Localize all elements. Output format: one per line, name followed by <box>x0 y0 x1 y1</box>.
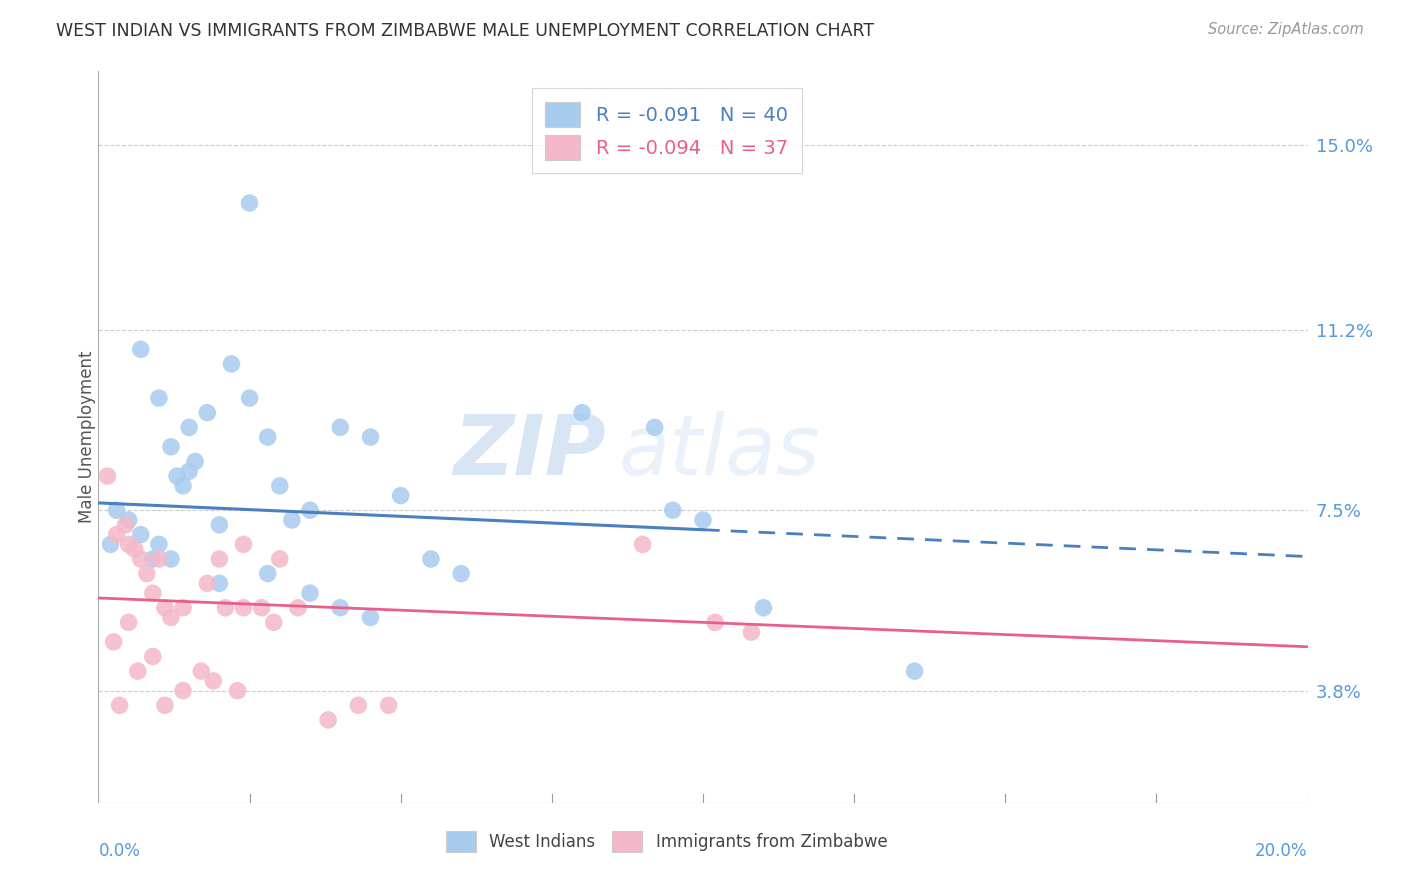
Point <box>329 420 352 434</box>
Point <box>172 479 194 493</box>
Text: ZIP: ZIP <box>454 411 606 492</box>
Point <box>166 469 188 483</box>
Text: atlas: atlas <box>619 411 820 492</box>
Point <box>114 517 136 532</box>
Point <box>153 600 176 615</box>
Point <box>118 615 141 630</box>
Point <box>214 600 236 615</box>
Point <box>239 391 262 405</box>
Point <box>256 566 278 581</box>
Text: 20.0%: 20.0% <box>1256 842 1308 860</box>
Point <box>129 552 152 566</box>
Point <box>208 552 231 566</box>
Point <box>661 503 683 517</box>
Point <box>287 600 309 615</box>
Point <box>179 420 201 434</box>
Point <box>269 552 291 566</box>
Point <box>148 391 170 405</box>
Point <box>692 513 714 527</box>
Point <box>103 635 125 649</box>
Point <box>184 454 207 468</box>
Point <box>127 664 149 678</box>
Point <box>105 527 128 541</box>
Point <box>752 600 775 615</box>
Point <box>360 430 382 444</box>
Point <box>226 683 249 698</box>
Point <box>100 537 122 551</box>
Point <box>377 698 399 713</box>
Point <box>142 649 165 664</box>
Point <box>347 698 370 713</box>
Point <box>160 610 183 624</box>
Point <box>299 503 322 517</box>
Point <box>740 625 762 640</box>
Point <box>108 698 131 713</box>
Point <box>179 464 201 478</box>
Point <box>129 527 152 541</box>
Point <box>269 479 291 493</box>
Point <box>389 489 412 503</box>
Point <box>263 615 285 630</box>
Point <box>250 600 273 615</box>
Point <box>129 343 152 357</box>
Point <box>644 420 666 434</box>
Point <box>105 503 128 517</box>
Point <box>160 552 183 566</box>
Point <box>571 406 593 420</box>
Point <box>704 615 727 630</box>
Point <box>202 673 225 688</box>
Point <box>329 600 352 615</box>
Text: Source: ZipAtlas.com: Source: ZipAtlas.com <box>1208 22 1364 37</box>
Point <box>148 537 170 551</box>
Point <box>195 576 218 591</box>
Point <box>631 537 654 551</box>
Point <box>195 406 218 420</box>
Point <box>142 552 165 566</box>
Point <box>190 664 212 678</box>
Point <box>160 440 183 454</box>
Point <box>450 566 472 581</box>
Point <box>172 683 194 698</box>
Point <box>118 537 141 551</box>
Point <box>153 698 176 713</box>
Point <box>316 713 339 727</box>
Y-axis label: Male Unemployment: Male Unemployment <box>79 351 96 524</box>
Point <box>142 586 165 600</box>
Point <box>232 537 254 551</box>
Point <box>208 517 231 532</box>
Point <box>172 600 194 615</box>
Legend: West Indians, Immigrants from Zimbabwe: West Indians, Immigrants from Zimbabwe <box>437 822 896 860</box>
Point <box>281 513 304 527</box>
Point <box>96 469 118 483</box>
Point <box>148 552 170 566</box>
Point <box>232 600 254 615</box>
Text: 0.0%: 0.0% <box>98 842 141 860</box>
Point <box>221 357 243 371</box>
Point <box>135 566 157 581</box>
Point <box>420 552 443 566</box>
Point <box>118 513 141 527</box>
Point <box>208 576 231 591</box>
Point <box>124 542 146 557</box>
Text: WEST INDIAN VS IMMIGRANTS FROM ZIMBABWE MALE UNEMPLOYMENT CORRELATION CHART: WEST INDIAN VS IMMIGRANTS FROM ZIMBABWE … <box>56 22 875 40</box>
Point <box>360 610 382 624</box>
Point <box>299 586 322 600</box>
Point <box>239 196 262 211</box>
Point <box>256 430 278 444</box>
Point <box>904 664 927 678</box>
